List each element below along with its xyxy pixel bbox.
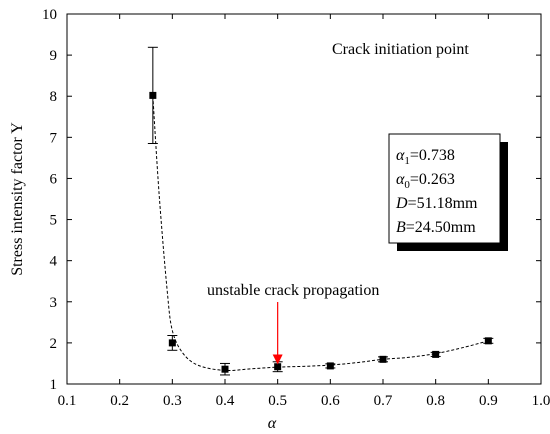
y-tick-label: 3 [50,295,58,311]
data-point [220,362,230,376]
data-marker [274,363,282,371]
y-tick-label: 6 [50,171,58,187]
x-axis-title: α [268,415,277,432]
y-tick-label: 9 [50,48,58,64]
x-tick-label: 0.5 [268,393,287,409]
y-axis-title: Stress intensity factor Y [9,122,26,276]
y-tick-label: 7 [50,130,58,146]
parameter-symbol: α [396,147,405,164]
data-marker [149,91,157,99]
data-marker [168,339,176,347]
parameter-line: D=51.18mm [395,195,478,212]
parameter-subscript: 1 [404,155,410,167]
y-tick-label: 4 [50,254,58,270]
parameter-symbol: D [395,195,408,212]
data-point [483,337,494,345]
axis-ticks [66,13,542,385]
data-point [378,355,388,363]
x-tick-label: 0.9 [479,393,498,409]
parameter-value: =24.50mm [406,219,476,236]
x-tick-label: 0.8 [426,393,445,409]
x-tick-label: 0.4 [216,393,235,409]
y-tick-label: 1 [50,377,58,393]
data-marker [432,350,440,358]
annotation-crack-initiation: Crack initiation point [332,41,469,58]
x-tick-label: 0.1 [58,393,77,409]
y-tick-label: 8 [50,89,58,105]
parameter-value: =0.263 [410,171,455,188]
tick-labels: 0.1 0.2 0.3 0.4 0.5 0.6 0.7 0.8 0.9 1.0 1 2 3 4 5 6 7 8 9 1… [42,7,550,409]
data-marker [221,365,229,373]
data-marker [484,337,492,345]
data-point [147,46,158,144]
plot-frame [66,13,542,385]
data-point [430,350,441,358]
x-tick-label: 1.0 [532,393,550,409]
x-tick-label: 0.2 [110,393,129,409]
parameter-box-frame [388,133,501,244]
data-point [325,362,336,370]
parameter-symbol: α [396,171,405,188]
parameter-line: α0=0.263 [396,171,455,191]
x-tick-label: 0.6 [321,393,340,409]
y-tick-label: 10 [42,7,57,23]
data-points [147,46,494,376]
parameter-line: B=24.50mm [396,219,476,236]
x-tick-label: 0.3 [163,393,182,409]
parameter-subscript: 0 [404,179,410,191]
parameter-line: α1=0.738 [396,147,455,167]
parameter-symbol: B [396,219,406,236]
x-tick-label: 0.7 [374,393,393,409]
parameter-value: =51.18mm [408,195,478,212]
data-point [272,361,283,373]
parameter-value: =0.738 [410,147,455,164]
data-marker [326,362,334,370]
annotation-unstable-crack: unstable crack propagation [207,282,379,299]
y-tick-label: 2 [50,336,58,352]
y-tick-label: 5 [50,213,58,229]
data-point [167,334,178,351]
data-marker [379,355,387,363]
